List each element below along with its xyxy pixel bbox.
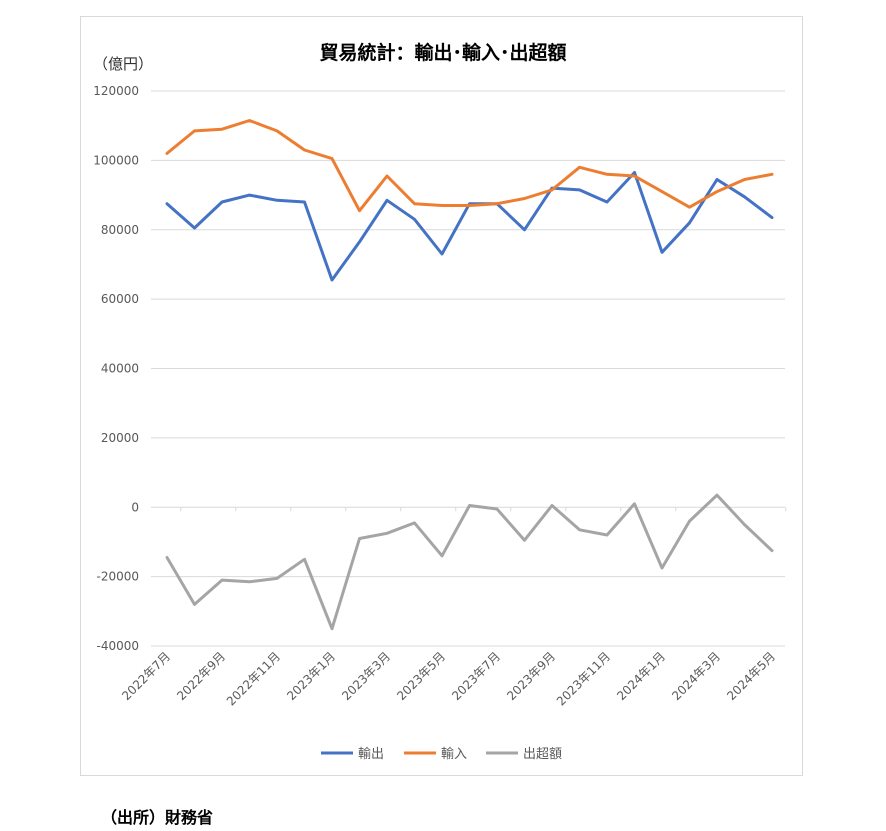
series-line-3 (165, 493, 774, 631)
y-tick-label: 100000 (93, 153, 139, 167)
legend-label: 輸出 (358, 747, 384, 762)
x-tick-label: 2023年11月 (554, 649, 613, 708)
y-tick-label: 20000 (101, 431, 139, 445)
y-tick-label: 120000 (93, 84, 139, 98)
x-tick-label: 2023年1月 (284, 649, 338, 703)
x-tick-label: 2023年3月 (339, 649, 393, 703)
series-line-2 (165, 119, 774, 213)
legend: 輸出 輸入 出超額 (321, 747, 562, 762)
y-tick-label: -20000 (96, 570, 139, 584)
source-note: （出所）財務省 (101, 808, 214, 827)
chart-title: 貿易統計：輸出･輸入･出超額 (319, 41, 566, 64)
x-tick-label: 2022年7月 (119, 649, 173, 703)
x-tick-label: 2022年9月 (174, 649, 228, 703)
y-tick-label: 40000 (101, 362, 139, 376)
series-lines (165, 119, 774, 631)
y-axis-unit-label: （億円） (93, 55, 153, 73)
legend-label: 出超額 (523, 747, 562, 762)
series-line-1 (165, 171, 774, 282)
y-tick-label: 0 (131, 500, 139, 514)
y-tick-label: 80000 (101, 223, 139, 237)
x-tick-label: 2023年5月 (394, 649, 448, 703)
y-tick-label: 60000 (101, 292, 139, 306)
chart-svg: 貿易統計：輸出･輸入･出超額 （億円） 120000 100000 80000 600… (93, 41, 787, 762)
y-tick-label: -40000 (96, 639, 139, 653)
y-axis-ticks: 120000 100000 80000 60000 40000 20000 0 -20000 -… (93, 84, 139, 653)
x-tick-label: 2024年1月 (614, 649, 668, 703)
x-tick-label: 2022年11月 (224, 649, 283, 708)
x-tick-label: 2023年7月 (449, 649, 503, 703)
x-tick-label: 2024年5月 (724, 649, 778, 703)
chart-frame: 貿易統計：輸出･輸入･出超額 （億円） 120000 100000 80000 600… (80, 16, 803, 776)
x-tick-label: 2023年9月 (504, 649, 558, 703)
legend-label: 輸入 (441, 747, 467, 762)
x-tick-label: 2024年3月 (669, 649, 723, 703)
gridlines (151, 90, 785, 647)
